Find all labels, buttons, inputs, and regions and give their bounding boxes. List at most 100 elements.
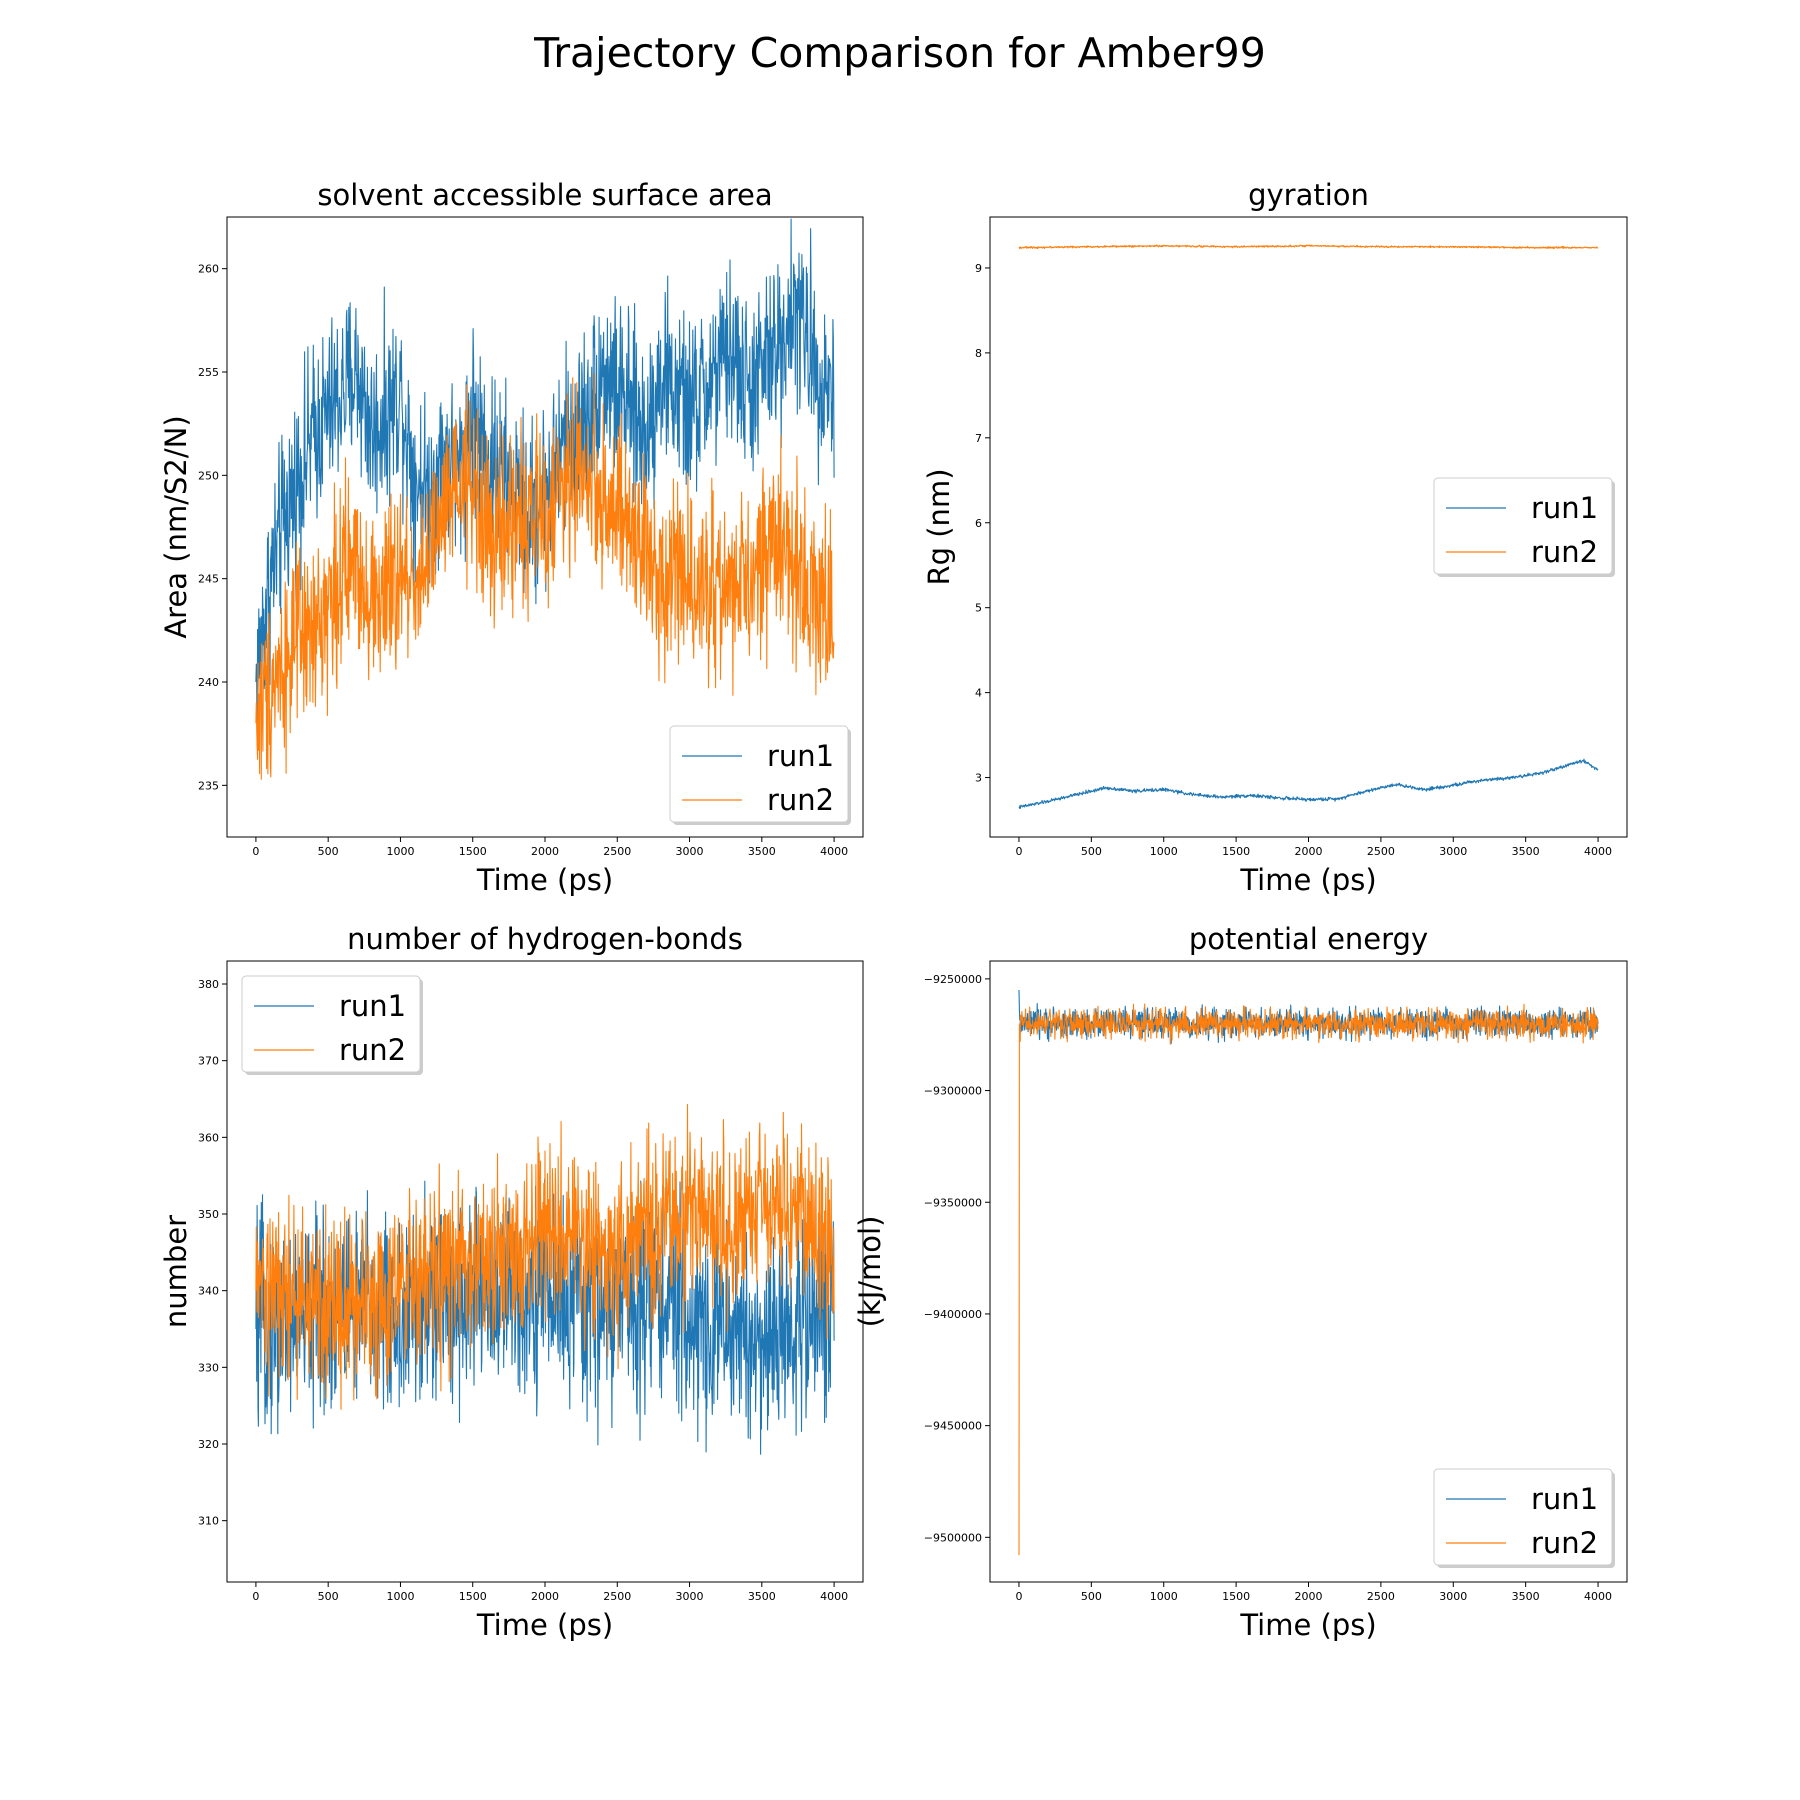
x-tick-label: 0 [1015,1590,1022,1603]
legend-label-run1: run1 [339,989,406,1023]
y-tick-label: 7 [975,432,982,445]
y-axis-label: number [159,1215,193,1328]
x-tick-label: 1500 [1222,845,1250,858]
plot-area [255,218,835,780]
y-tick-label: 360 [198,1131,219,1144]
y-tick-label: 5 [975,602,982,615]
legend: run1 run2 [1433,1468,1615,1568]
x-tick-label: 1500 [1222,1590,1250,1603]
x-tick-label: 1000 [386,1590,414,1603]
x-tick-label: 4000 [820,845,848,858]
y-tick-label: 8 [975,347,982,360]
x-tick-label: 2000 [531,1590,559,1603]
x-tick-label: 1000 [386,845,414,858]
x-axis-label: Time (ps) [1239,863,1376,897]
subplot-title: gyration [1248,178,1369,212]
x-tick-label: 3500 [1512,1590,1540,1603]
y-tick-label: 250 [198,469,219,482]
x-tick-label: 4000 [820,1590,848,1603]
x-axis-label: Time (ps) [476,1608,613,1642]
plot-area [1018,244,1599,809]
legend-label-run1: run1 [1531,1482,1598,1516]
y-tick-label: 320 [198,1438,219,1451]
y-tick-label: 260 [198,263,219,276]
x-tick-label: 500 [1081,845,1102,858]
x-tick-label: 2500 [603,845,631,858]
y-tick-label: −9450000 [924,1420,982,1433]
subplot-1: solvent accessible surface area 0 500 1000 1… [159,178,864,897]
series-line-run1 [1018,758,1599,809]
x-tick-label: 3000 [676,1590,704,1603]
plot-area [1018,989,1599,1556]
x-tick-label: 3000 [676,845,704,858]
legend-label-run1: run1 [1531,491,1598,525]
y-tick-label: 9 [975,262,982,275]
x-axis-label: Time (ps) [1239,1608,1376,1642]
legend: run1 run2 [1433,477,1615,577]
figure-title: Trajectory Comparison for Amber99 [533,29,1266,77]
subplot-4: potential energy 0 500 1000 1500 2000 2500 3000… [853,922,1628,1642]
subplot-title: potential energy [1189,922,1428,956]
y-tick-label: 235 [198,779,219,792]
x-tick-label: 2500 [1367,845,1395,858]
legend-label-run2: run2 [339,1033,406,1067]
y-axis-label: (kJ/mol) [853,1216,887,1328]
x-tick-label: 2000 [1295,845,1323,858]
x-tick-label: 3500 [1512,845,1540,858]
y-tick-label: 255 [198,366,219,379]
subplot-title: solvent accessible surface area [317,178,772,212]
y-tick-label: 6 [975,517,982,530]
y-axis-label: Area (nm/S2/N) [159,415,193,638]
plot-area [255,1104,835,1455]
x-tick-label: 0 [252,845,259,858]
y-tick-label: 240 [198,676,219,689]
legend-label-run2: run2 [767,783,834,817]
x-tick-label: 1500 [459,845,487,858]
legend-label-run2: run2 [1531,1526,1598,1560]
y-tick-label: −9300000 [924,1085,982,1098]
x-axis-label: Time (ps) [476,863,613,897]
y-tick-label: 350 [198,1208,219,1221]
subplot-title: number of hydrogen-bonds [347,922,743,956]
y-tick-label: −9500000 [924,1531,982,1544]
x-tick-label: 2500 [1367,1590,1395,1603]
x-tick-label: 3500 [748,845,776,858]
x-tick-label: 500 [1081,1590,1102,1603]
x-tick-label: 0 [1015,845,1022,858]
series-line-run2 [1018,1003,1599,1556]
x-tick-label: 2000 [1295,1590,1323,1603]
x-tick-label: 3000 [1439,1590,1467,1603]
y-tick-label: −9400000 [924,1308,982,1321]
x-tick-label: 3000 [1439,845,1467,858]
x-tick-label: 0 [252,1590,259,1603]
x-tick-label: 4000 [1584,1590,1612,1603]
y-tick-label: 340 [198,1285,219,1298]
y-tick-label: 330 [198,1361,219,1374]
x-tick-label: 4000 [1584,845,1612,858]
y-tick-label: −9250000 [924,973,982,986]
legend-label-run2: run2 [1531,535,1598,569]
x-tick-label: 2500 [603,1590,631,1603]
x-tick-label: 1000 [1150,845,1178,858]
legend-label-run1: run1 [767,739,834,773]
subplot-2: gyration 0 500 1000 1500 2000 2500 3000 3500 4000… [922,178,1628,897]
y-tick-label: 4 [975,687,982,700]
x-tick-label: 500 [318,1590,339,1603]
x-tick-label: 500 [318,845,339,858]
x-tick-label: 1000 [1150,1590,1178,1603]
x-tick-label: 3500 [748,1590,776,1603]
x-tick-label: 1500 [459,1590,487,1603]
legend: run1 run2 [241,975,423,1075]
y-tick-label: 3 [975,772,982,785]
series-line-run1 [1018,989,1599,1045]
series-line-run2 [255,1104,835,1410]
y-tick-label: 245 [198,573,219,586]
legend: run1 run2 [669,725,851,825]
y-tick-label: 370 [198,1055,219,1068]
y-axis-label: Rg (nm) [922,468,956,585]
subplot-3: number of hydrogen-bonds 0 500 1000 1500 2000… [159,922,864,1642]
y-tick-label: −9350000 [924,1196,982,1209]
x-tick-label: 2000 [531,845,559,858]
y-tick-label: 310 [198,1515,219,1528]
